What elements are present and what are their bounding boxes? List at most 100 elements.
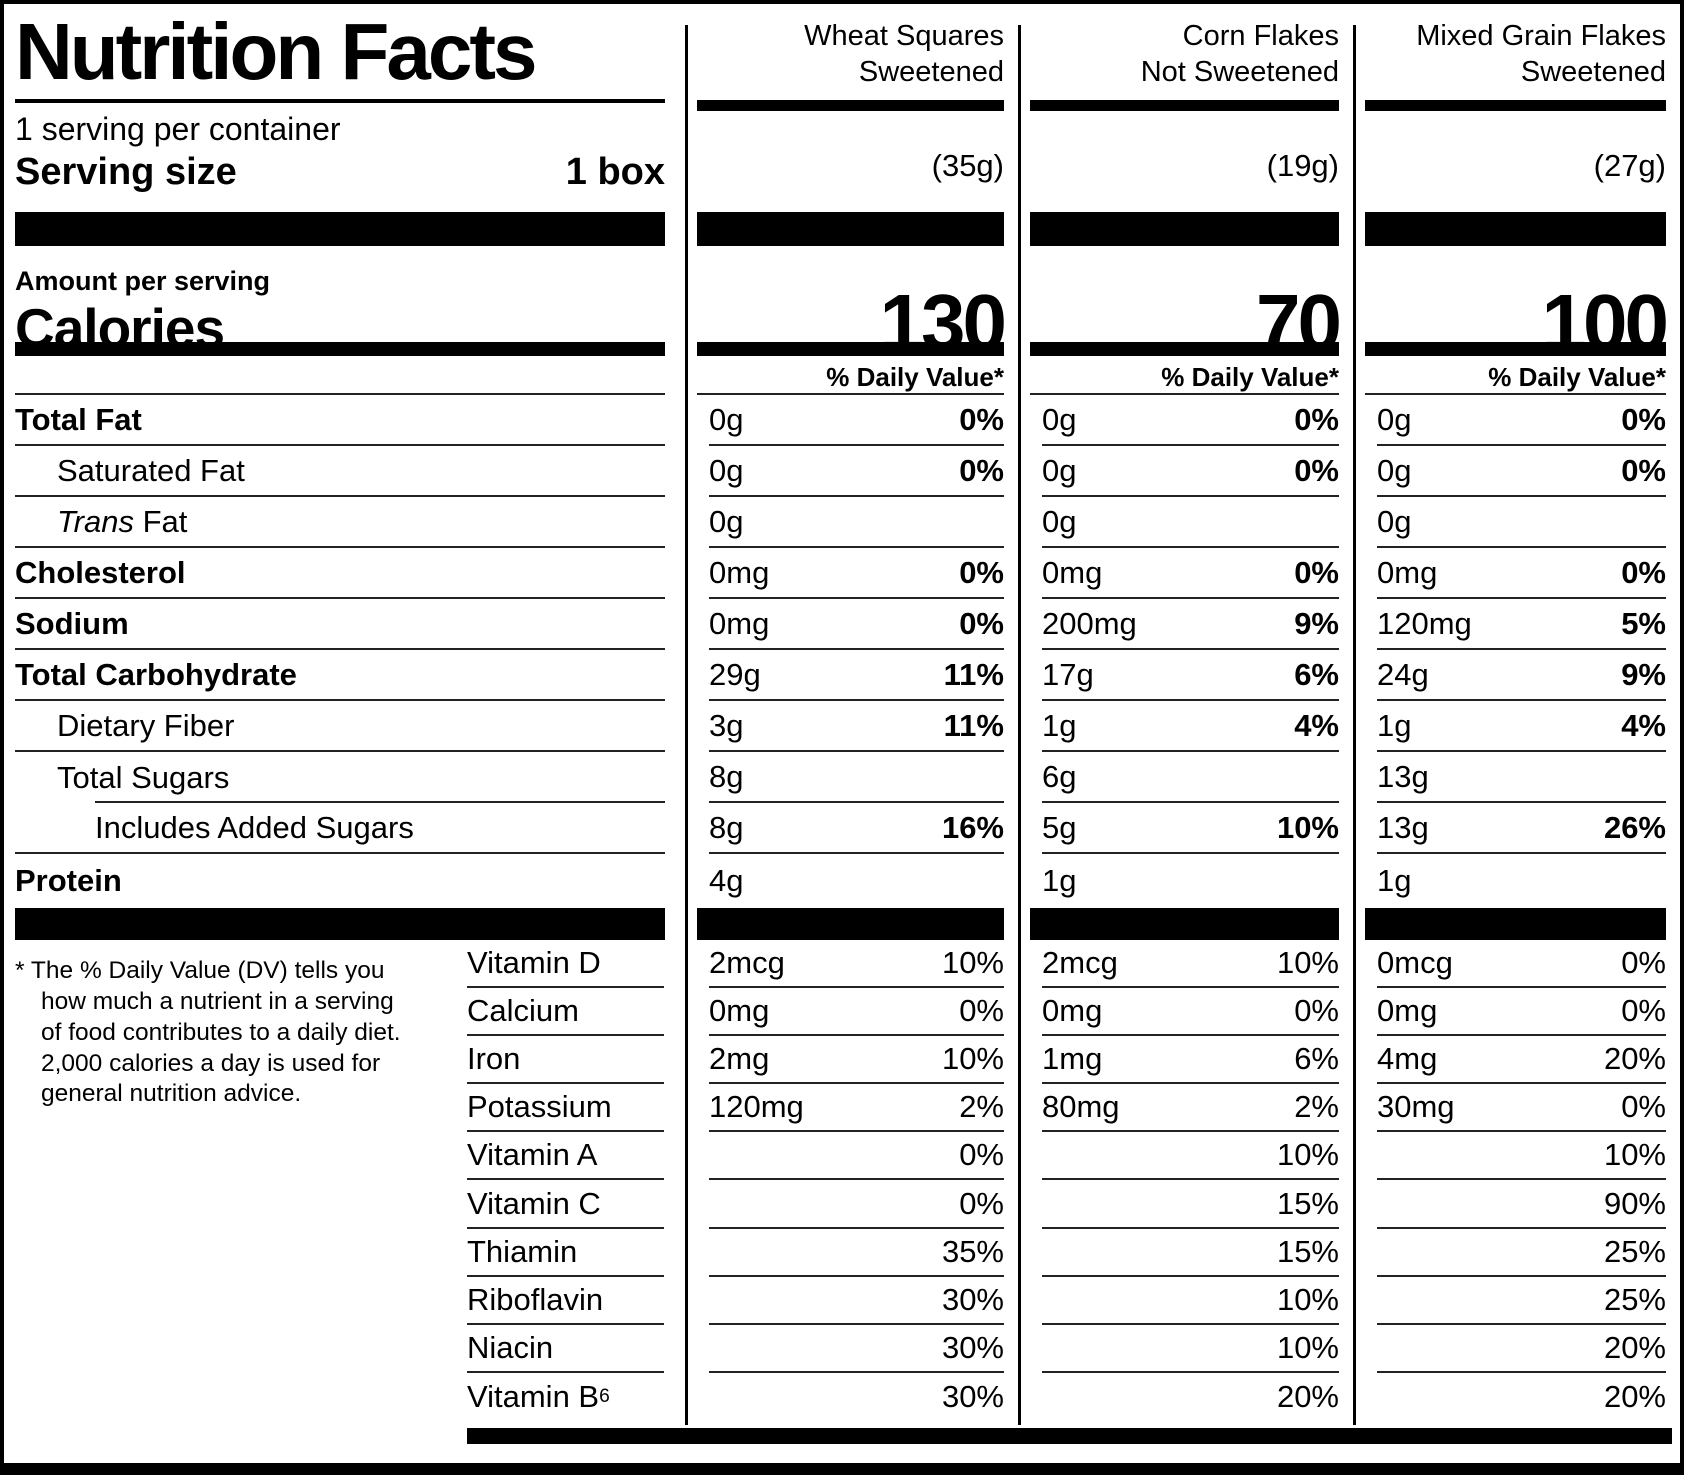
nutrient-name-cell: Total Sugars: [15, 752, 665, 803]
amount: 5g: [1042, 809, 1077, 845]
vitamin-name-1: Calcium: [467, 988, 664, 1037]
amount: 0mg: [1042, 993, 1103, 1029]
nutrient-value-6-2: 1g 4%: [1377, 701, 1666, 752]
value-pair: 17g 6%: [1042, 657, 1339, 693]
column-divider: [1353, 25, 1356, 1425]
percent-dv: 6%: [1294, 1041, 1339, 1077]
serving-size-value: 1 box: [565, 151, 665, 193]
vitamin-value-7-2: 25%: [1377, 1277, 1666, 1325]
nutrient-name: Dietary Fiber: [57, 707, 235, 743]
nutrient-value-3-2: 0mg 0%: [1377, 548, 1666, 599]
nutrient-value-0-2: 0g 0%: [1377, 395, 1666, 446]
amount: 2mcg: [709, 945, 785, 981]
black-bar: [697, 212, 1004, 246]
amount: 0g: [1042, 401, 1077, 437]
nutrient-row-6: Dietary Fiber 3g 11% 1g 4% 1g 4%: [4, 701, 1680, 752]
nutrient-value-9-2: 1g: [1377, 854, 1666, 908]
value-pair: 24g 9%: [1377, 657, 1666, 693]
value-pair: 0g 0%: [1377, 453, 1666, 489]
percent-dv: 0%: [959, 993, 1004, 1029]
percent-dv: 11%: [943, 656, 1004, 692]
percent-dv: 90%: [1603, 1185, 1666, 1221]
vitamin-value-2-1: 1mg 6%: [1042, 1036, 1339, 1085]
percent-dv: 25%: [1603, 1233, 1666, 1269]
nutrient-value-5-2: 24g 9%: [1377, 650, 1666, 701]
vitamin-value-9-0: 30%: [709, 1373, 1004, 1421]
amount: 200mg: [1042, 605, 1137, 641]
nutrient-table: Total Fat 0g 0% 0g 0% 0g 0% Saturated Fat 0g 0% 0g…: [4, 395, 1680, 908]
nutrient-name: Cholesterol: [15, 554, 186, 590]
daily-value-header-0: % Daily Value*: [697, 342, 1004, 395]
percent-dv: 0%: [1621, 554, 1666, 590]
product-header-1: Corn Flakes Not Sweetened (19g): [1030, 4, 1339, 212]
footnote-marker: *: [15, 957, 25, 984]
nutrient-name-cell: Cholesterol: [15, 548, 665, 599]
vitamin-value-9-2: 20%: [1377, 1373, 1666, 1421]
nutrient-name: Includes Added Sugars: [95, 809, 414, 845]
percent-dv: 10%: [1603, 1137, 1666, 1173]
vitamin-value-3-0: 120mg 2%: [709, 1084, 1004, 1133]
amount: 0mg: [1377, 993, 1438, 1029]
vitamin-value-0-0: 2mcg 10%: [709, 940, 1004, 989]
amount: 29g: [709, 656, 761, 692]
nutrient-row-7: Total Sugars 8g 6g 13g: [4, 752, 1680, 803]
nutrient-name: Total Carbohydrate: [15, 656, 297, 692]
vitamins-section: * The % Daily Value (DV) tells you how m…: [4, 940, 1680, 1421]
section-bar: [697, 908, 1004, 940]
percent-dv: 10%: [1276, 1281, 1339, 1317]
percent-dv: 0%: [1621, 993, 1666, 1029]
nutrient-row-2: Trans Fat 0g 0g 0g: [4, 497, 1680, 548]
percent-dv: 4%: [1621, 707, 1666, 743]
percent-dv: 0%: [959, 605, 1004, 641]
nutrient-value-4-2: 120mg 5%: [1377, 599, 1666, 650]
calories-value-1: 70: [1256, 278, 1342, 368]
product-name: Corn Flakes Not Sweetened: [1140, 20, 1339, 89]
vitamin-value-4-0: 0%: [709, 1132, 1004, 1181]
value-pair: 0mg 0%: [709, 555, 1004, 591]
amount: 0mg: [709, 605, 770, 641]
percent-dv: 0%: [1294, 554, 1339, 590]
daily-value-header-text: % Daily Value*: [826, 362, 1004, 392]
vitamin-value-7-0: 30%: [709, 1277, 1004, 1325]
calories-value-0: 130: [879, 278, 1007, 368]
percent-dv: 2%: [959, 1089, 1004, 1125]
vitamin-value-6-0: 35%: [709, 1229, 1004, 1277]
nutrient-value-2-0: 0g: [709, 497, 1004, 548]
nutrient-value-8-2: 13g 26%: [1377, 803, 1666, 854]
value-pair: 13g: [1377, 759, 1666, 795]
vitamin-value-7-1: 10%: [1042, 1277, 1339, 1325]
calories-row: Amount per serving Calories 130 70 100: [4, 246, 1680, 363]
nutrient-name-cell: Saturated Fat: [15, 446, 665, 497]
percent-dv: 16%: [941, 809, 1004, 845]
amount: 0mg: [1042, 554, 1103, 590]
nutrient-value-8-1: 5g 10%: [1042, 803, 1339, 854]
nutrient-value-3-1: 0mg 0%: [1042, 548, 1339, 599]
percent-dv: 0%: [959, 554, 1004, 590]
vitamin-value-5-1: 15%: [1042, 1180, 1339, 1229]
vitamin-value-8-2: 20%: [1377, 1325, 1666, 1373]
percent-dv: 0%: [959, 452, 1004, 488]
vitamin-value-9-1: 20%: [1042, 1373, 1339, 1421]
amount: 1g: [1042, 707, 1077, 743]
nutrient-value-3-0: 0mg 0%: [709, 548, 1004, 599]
percent-dv: 20%: [1603, 1329, 1666, 1365]
nutrient-value-1-2: 0g 0%: [1377, 446, 1666, 497]
vitamin-value-3-2: 30mg 0%: [1377, 1084, 1666, 1133]
percent-dv: 10%: [1276, 809, 1339, 845]
vitamin-name-0: Vitamin D: [467, 940, 664, 989]
daily-value-header-2: % Daily Value*: [1365, 342, 1666, 395]
section-bar: [1365, 908, 1666, 940]
amount: 1g: [1377, 863, 1412, 898]
value-pair: 0g 0%: [1042, 402, 1339, 438]
value-pair: 0g 0%: [1377, 402, 1666, 438]
percent-dv: 25%: [1603, 1281, 1666, 1317]
value-pair: 3g 11%: [709, 708, 1004, 744]
nutrient-value-5-0: 29g 11%: [709, 650, 1004, 701]
percent-dv: 0%: [1294, 452, 1339, 488]
black-bar: [697, 342, 1004, 356]
value-pair: 120mg 5%: [1377, 606, 1666, 642]
black-bar: [1030, 908, 1339, 940]
amount: 0mg: [709, 993, 770, 1029]
percent-dv: 26%: [1603, 809, 1666, 845]
amount: 0g: [709, 452, 744, 488]
